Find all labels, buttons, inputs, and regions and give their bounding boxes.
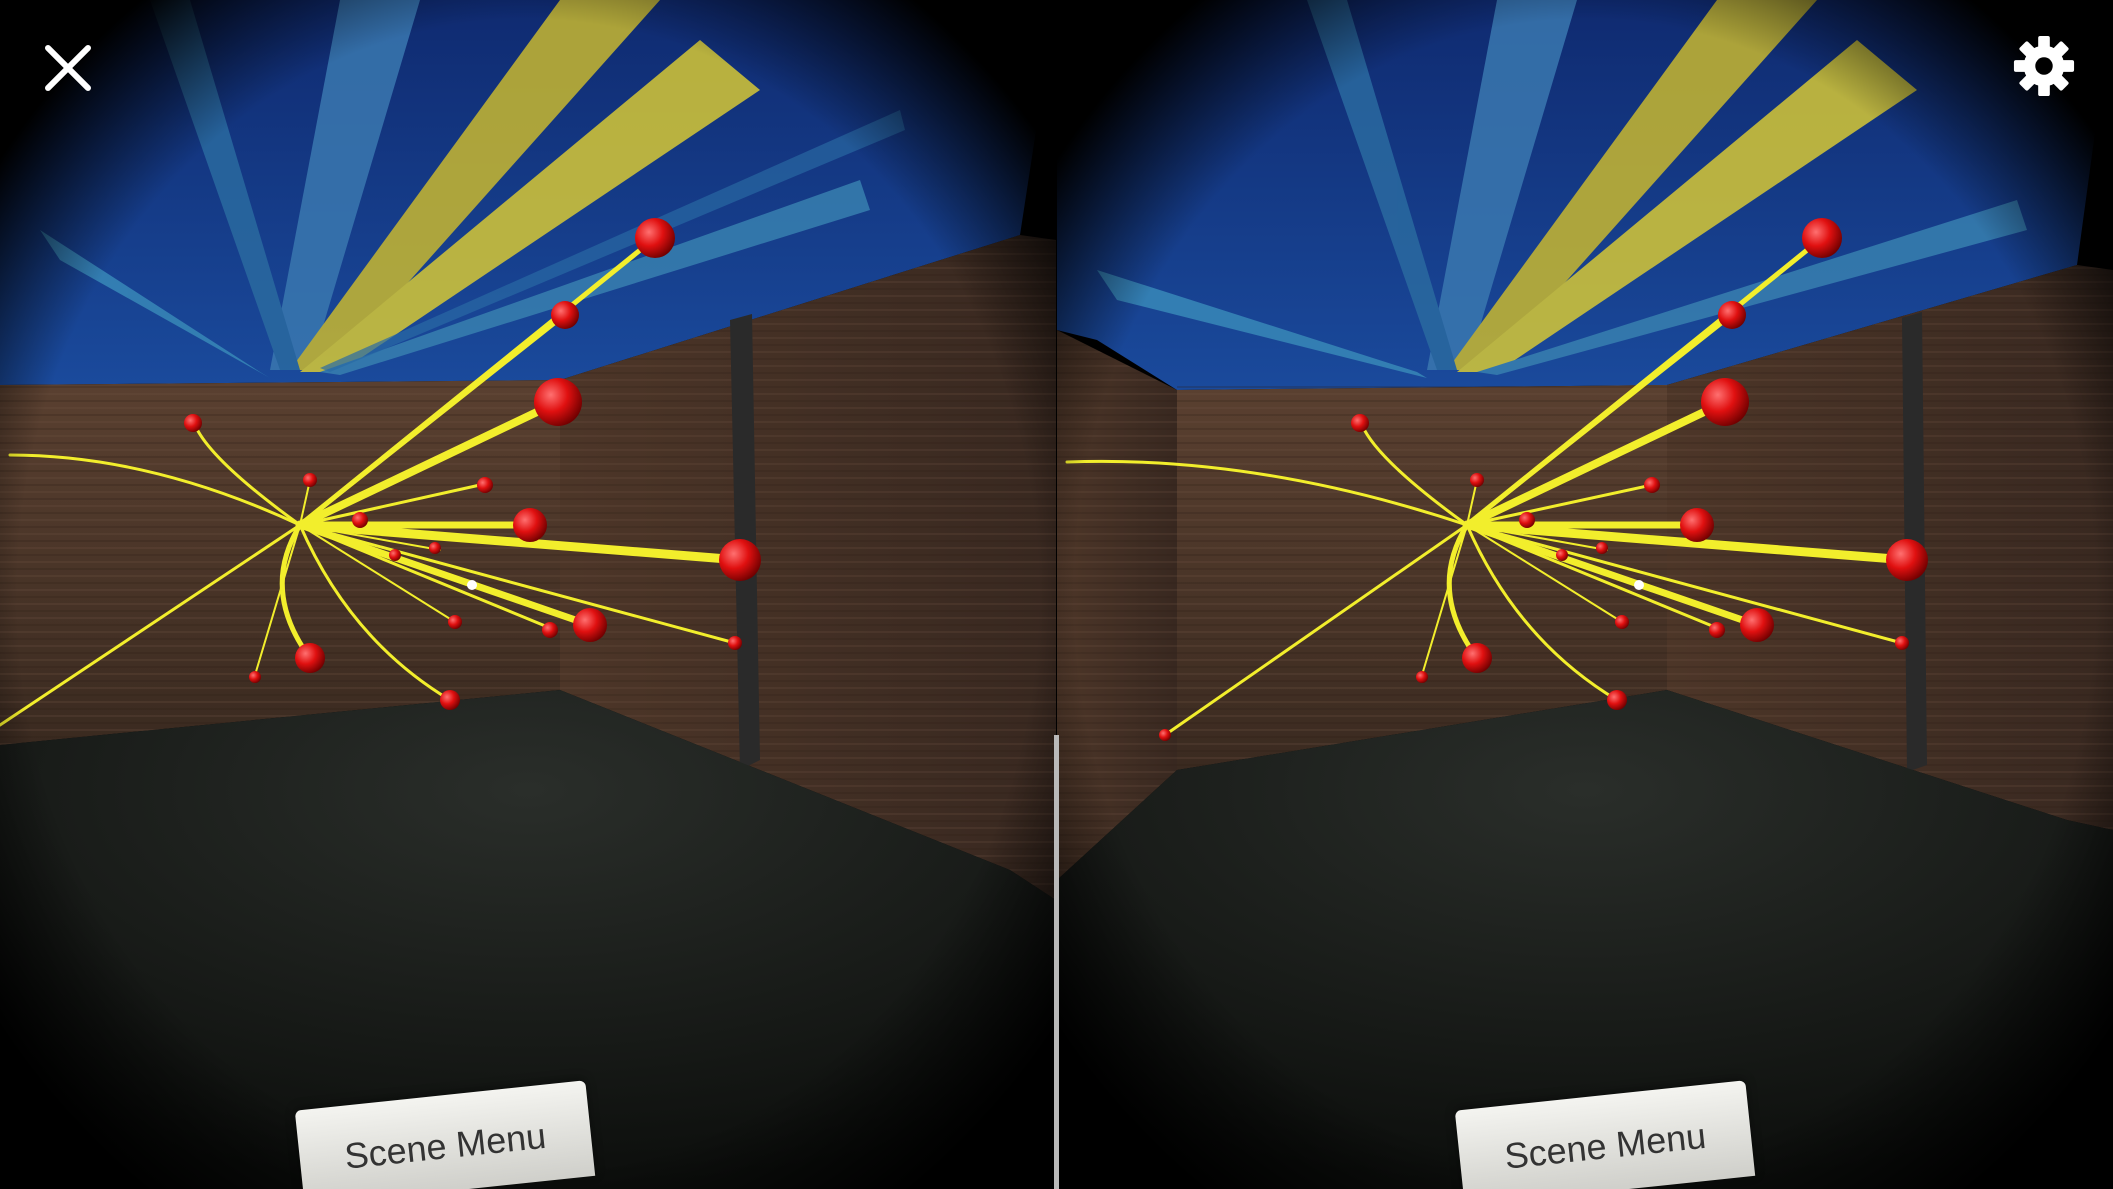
right-eye-scene [1057,0,2113,1189]
scene-menu-label: Scene Menu [1502,1114,1708,1177]
settings-button[interactable] [2012,34,2076,98]
scene-menu-label: Scene Menu [342,1114,548,1177]
close-button[interactable] [36,36,100,100]
close-icon [45,45,91,91]
eye-divider [1054,735,1059,1189]
left-eye-scene [0,0,1056,1189]
right-eye-view: Scene Menu [1057,0,2113,1189]
left-eye-view: Scene Menu [0,0,1056,1189]
gear-icon [2013,35,2075,97]
